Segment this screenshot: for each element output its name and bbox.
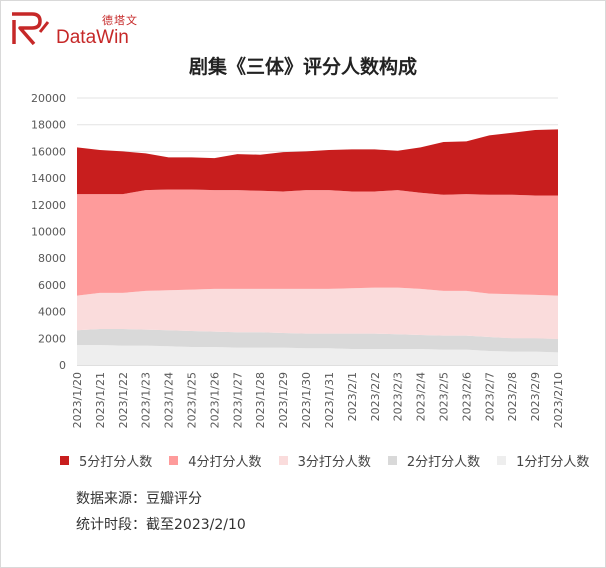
- legend-label: 4分打分人数: [188, 454, 262, 470]
- brand-logo: 德塔文 DataWin: [10, 8, 160, 50]
- x-tick-label: 2023/2/1: [346, 372, 359, 421]
- legend-label: 5分打分人数: [79, 454, 153, 470]
- legend-item: 1分打分人数: [497, 451, 589, 470]
- legend-label: 1分打分人数: [516, 454, 590, 470]
- area-series-1: [77, 344, 558, 365]
- y-tick-label: 14000: [31, 172, 66, 185]
- x-tick-label: 2023/2/9: [529, 372, 542, 421]
- chart-title: 剧集《三体》评分人数构成: [188, 56, 417, 78]
- legend-item: 4分打分人数: [169, 451, 262, 470]
- legend-label: 2分打分人数: [406, 454, 481, 470]
- legend-item: 5分打分人数: [60, 451, 152, 470]
- x-tick-label: 2023/1/23: [140, 372, 153, 428]
- x-tick-label: 2023/1/24: [163, 372, 176, 428]
- x-tick-label: 2023/1/20: [71, 372, 84, 428]
- x-tick-label: 2023/1/21: [94, 372, 107, 428]
- x-tick-label: 2023/1/27: [231, 372, 244, 428]
- y-tick-label: 8000: [38, 252, 66, 265]
- y-tick-label: 6000: [38, 279, 66, 292]
- area-series-2: [77, 328, 558, 353]
- x-tick-label: 2023/1/31: [323, 372, 336, 428]
- x-tick-label: 2023/1/28: [254, 372, 267, 428]
- y-tick-label: 4000: [38, 306, 66, 319]
- x-tick-label: 2023/2/3: [392, 372, 405, 421]
- period-note: 统计时段：截至2023/2/10: [76, 517, 246, 533]
- area-series-4: [77, 189, 558, 296]
- x-tick-label: 2023/2/6: [460, 372, 473, 421]
- x-tick-label: 2023/1/26: [208, 372, 221, 428]
- legend-item: 3分打分人数: [278, 451, 371, 470]
- source-note: 数据来源：豆瓣评分: [76, 491, 202, 507]
- y-tick-label: 20000: [31, 92, 66, 105]
- y-tick-label: 10000: [31, 226, 66, 239]
- legend-swatch: [497, 455, 507, 465]
- x-tick-label: 2023/1/30: [300, 372, 313, 428]
- stacked-area-chart: 0 2000 4000 6000 8000 10000 12000 14000 16000 180…: [31, 92, 565, 428]
- y-tick-label: 18000: [31, 119, 66, 132]
- chart-legend: 5分打分人数 4分打分人数 3分打分人数 2分打分人数 1分打分人数: [60, 451, 589, 470]
- legend-label: 3分打分人数: [297, 454, 371, 470]
- y-tick-label: 0: [59, 359, 66, 372]
- area-series-5: [77, 129, 558, 196]
- x-tick-label: 2023/2/2: [369, 372, 382, 421]
- datawin-logo-icon: [12, 12, 50, 46]
- x-tick-label: 2023/2/5: [437, 372, 450, 421]
- legend-swatch: [60, 455, 69, 465]
- legend-item: 2分打分人数: [387, 451, 481, 470]
- legend-swatch: [278, 455, 288, 465]
- y-tick-label: 2000: [38, 332, 66, 345]
- x-tick-label: 2023/2/4: [415, 372, 428, 421]
- x-tick-label: 2023/1/22: [117, 372, 130, 428]
- area-series-3: [77, 287, 558, 339]
- x-tick-label: 2023/2/8: [506, 372, 519, 421]
- legend-swatch: [169, 455, 179, 465]
- x-tick-label: 2023/1/29: [277, 372, 290, 428]
- x-tick-label: 2023/2/7: [483, 372, 496, 421]
- x-tick-label: 2023/1/25: [186, 372, 199, 428]
- brand-name-en: DataWin: [56, 27, 129, 48]
- legend-swatch: [387, 455, 397, 465]
- y-tick-label: 16000: [31, 145, 66, 158]
- x-tick-label: 2023/2/10: [552, 372, 565, 428]
- y-tick-label: 12000: [31, 199, 66, 212]
- brand-name-cn: 德塔文: [102, 14, 138, 27]
